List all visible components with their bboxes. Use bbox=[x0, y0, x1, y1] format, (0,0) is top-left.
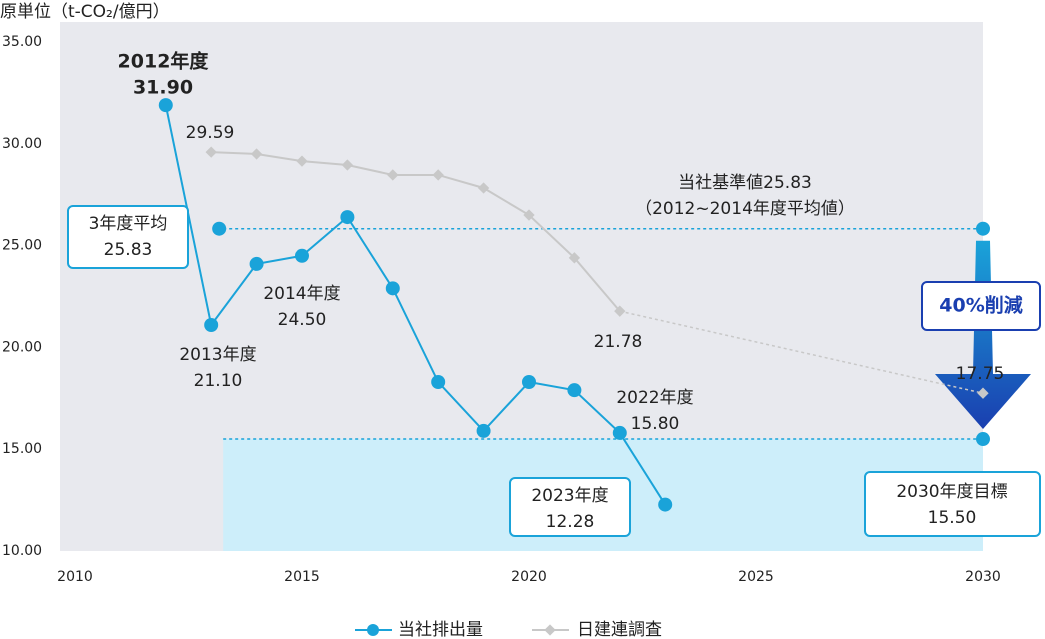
baseline-dot bbox=[976, 221, 990, 236]
annotation: 2014年度 bbox=[263, 284, 340, 304]
series-line bbox=[211, 151, 621, 312]
annotation: 2013年度 bbox=[179, 345, 256, 365]
y-tick-label: 25.00 bbox=[2, 238, 42, 254]
marker bbox=[523, 209, 535, 221]
legend-marker bbox=[367, 624, 379, 636]
annotation: 15.50 bbox=[928, 508, 977, 528]
marker bbox=[385, 281, 400, 296]
y-axis-label: 原単位（t-CO₂/億円） bbox=[0, 2, 170, 22]
baseline-dot bbox=[212, 221, 227, 236]
y-tick-label: 30.00 bbox=[2, 136, 42, 152]
annotation: 40%削減 bbox=[939, 294, 1022, 317]
marker bbox=[476, 423, 491, 438]
reduction-arrow bbox=[935, 240, 1031, 430]
annotation: 21.78 bbox=[594, 332, 643, 352]
marker bbox=[387, 169, 399, 181]
x-tick-label: 2015 bbox=[284, 569, 320, 585]
annotation: 2030年度目標 bbox=[896, 482, 1007, 502]
annotation: 3年度平均 bbox=[89, 214, 168, 234]
marker bbox=[341, 159, 354, 171]
marker bbox=[658, 497, 673, 512]
annotation: 当社基準値25.83 bbox=[678, 173, 812, 193]
legend-marker bbox=[544, 624, 556, 636]
annotation: （2012~2014年度平均値） bbox=[635, 199, 855, 219]
annotation: 2012年度 bbox=[118, 50, 210, 73]
marker bbox=[977, 387, 989, 399]
marker bbox=[521, 375, 536, 390]
annotation: 21.10 bbox=[194, 371, 243, 391]
y-tick-label: 20.00 bbox=[2, 339, 42, 355]
marker bbox=[205, 146, 217, 158]
projection-line bbox=[619, 310, 984, 394]
marker bbox=[249, 256, 264, 271]
y-tick-label: 35.00 bbox=[2, 34, 42, 50]
marker bbox=[612, 425, 627, 440]
annotation-box bbox=[864, 471, 1041, 537]
annotation: 2022年度 bbox=[616, 388, 693, 408]
annotation-box bbox=[921, 281, 1041, 331]
annotation: 25.83 bbox=[104, 240, 153, 260]
marker bbox=[614, 305, 626, 317]
annotation: 29.59 bbox=[186, 123, 235, 143]
x-tick-label: 2020 bbox=[511, 569, 547, 585]
marker bbox=[431, 375, 446, 390]
x-tick-label: 2025 bbox=[738, 569, 774, 585]
annotation: 15.80 bbox=[631, 414, 680, 434]
marker bbox=[158, 98, 173, 113]
marker bbox=[204, 318, 219, 333]
y-tick-label: 15.00 bbox=[2, 441, 42, 457]
marker bbox=[477, 182, 490, 194]
legend-label: 日建連調査 bbox=[577, 620, 662, 639]
annotation-box bbox=[509, 477, 631, 537]
x-tick-label: 2030 bbox=[965, 569, 1001, 585]
annotation: 17.75 bbox=[956, 364, 1005, 384]
marker bbox=[340, 210, 355, 225]
series-line bbox=[164, 104, 667, 506]
legend-label: 当社排出量 bbox=[398, 620, 483, 639]
marker bbox=[296, 155, 308, 167]
x-tick-label: 2010 bbox=[57, 569, 93, 585]
marker bbox=[432, 169, 444, 181]
annotation: 24.50 bbox=[278, 310, 327, 330]
annotation: 31.90 bbox=[133, 77, 193, 99]
annotation: 12.28 bbox=[546, 512, 595, 532]
annotation: 2023年度 bbox=[531, 486, 608, 506]
target-dot bbox=[976, 432, 990, 447]
marker bbox=[567, 383, 582, 398]
y-tick-label: 10.00 bbox=[2, 543, 42, 559]
annotation-box bbox=[67, 205, 189, 269]
marker bbox=[294, 248, 309, 263]
